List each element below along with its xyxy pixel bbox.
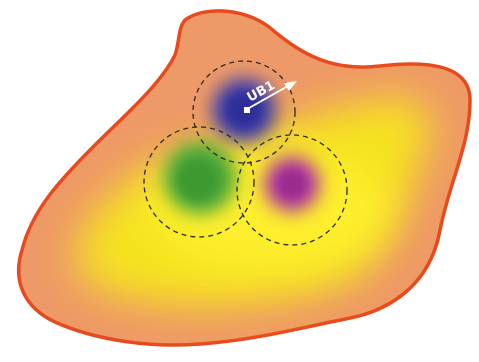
magenta-blob-core	[278, 170, 306, 198]
dashed-circle-top	[192, 60, 296, 164]
dashed-circle-right	[236, 134, 348, 246]
marker-arrow-shaft	[248, 85, 289, 109]
green-blob-core	[178, 160, 218, 200]
marker-arrow-head	[284, 81, 297, 91]
marker-dot	[244, 107, 250, 113]
dashed-circle-left	[143, 126, 255, 238]
